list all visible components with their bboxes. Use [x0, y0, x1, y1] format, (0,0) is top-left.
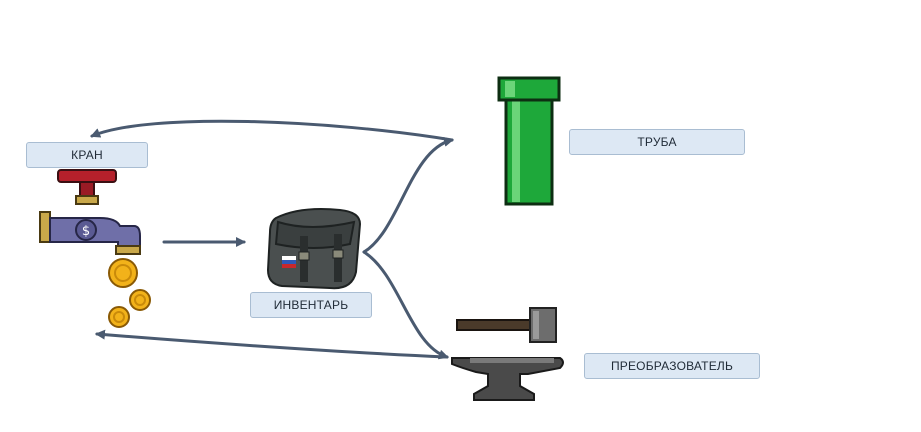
faucet-icon: $ [39, 169, 151, 328]
faucet-label: КРАН [26, 142, 148, 168]
arrow-inventory-to-pipe [362, 137, 454, 254]
arrow-pipe-to-faucet [90, 119, 454, 142]
bag-icon [266, 208, 362, 290]
arrows [90, 119, 454, 360]
pipe-label: ТРУБА [569, 129, 745, 155]
arrow-converter-to-faucet [95, 329, 449, 359]
inventory-label: ИНВЕНТАРЬ [250, 292, 372, 318]
svg-text:$: $ [82, 224, 90, 239]
converter-label: ПРЕОБРАЗОВАТЕЛЬ [584, 353, 760, 379]
pipe-icon [497, 76, 561, 206]
anvil-icon [451, 307, 564, 401]
arrow-inventory-to-converter [362, 250, 449, 360]
